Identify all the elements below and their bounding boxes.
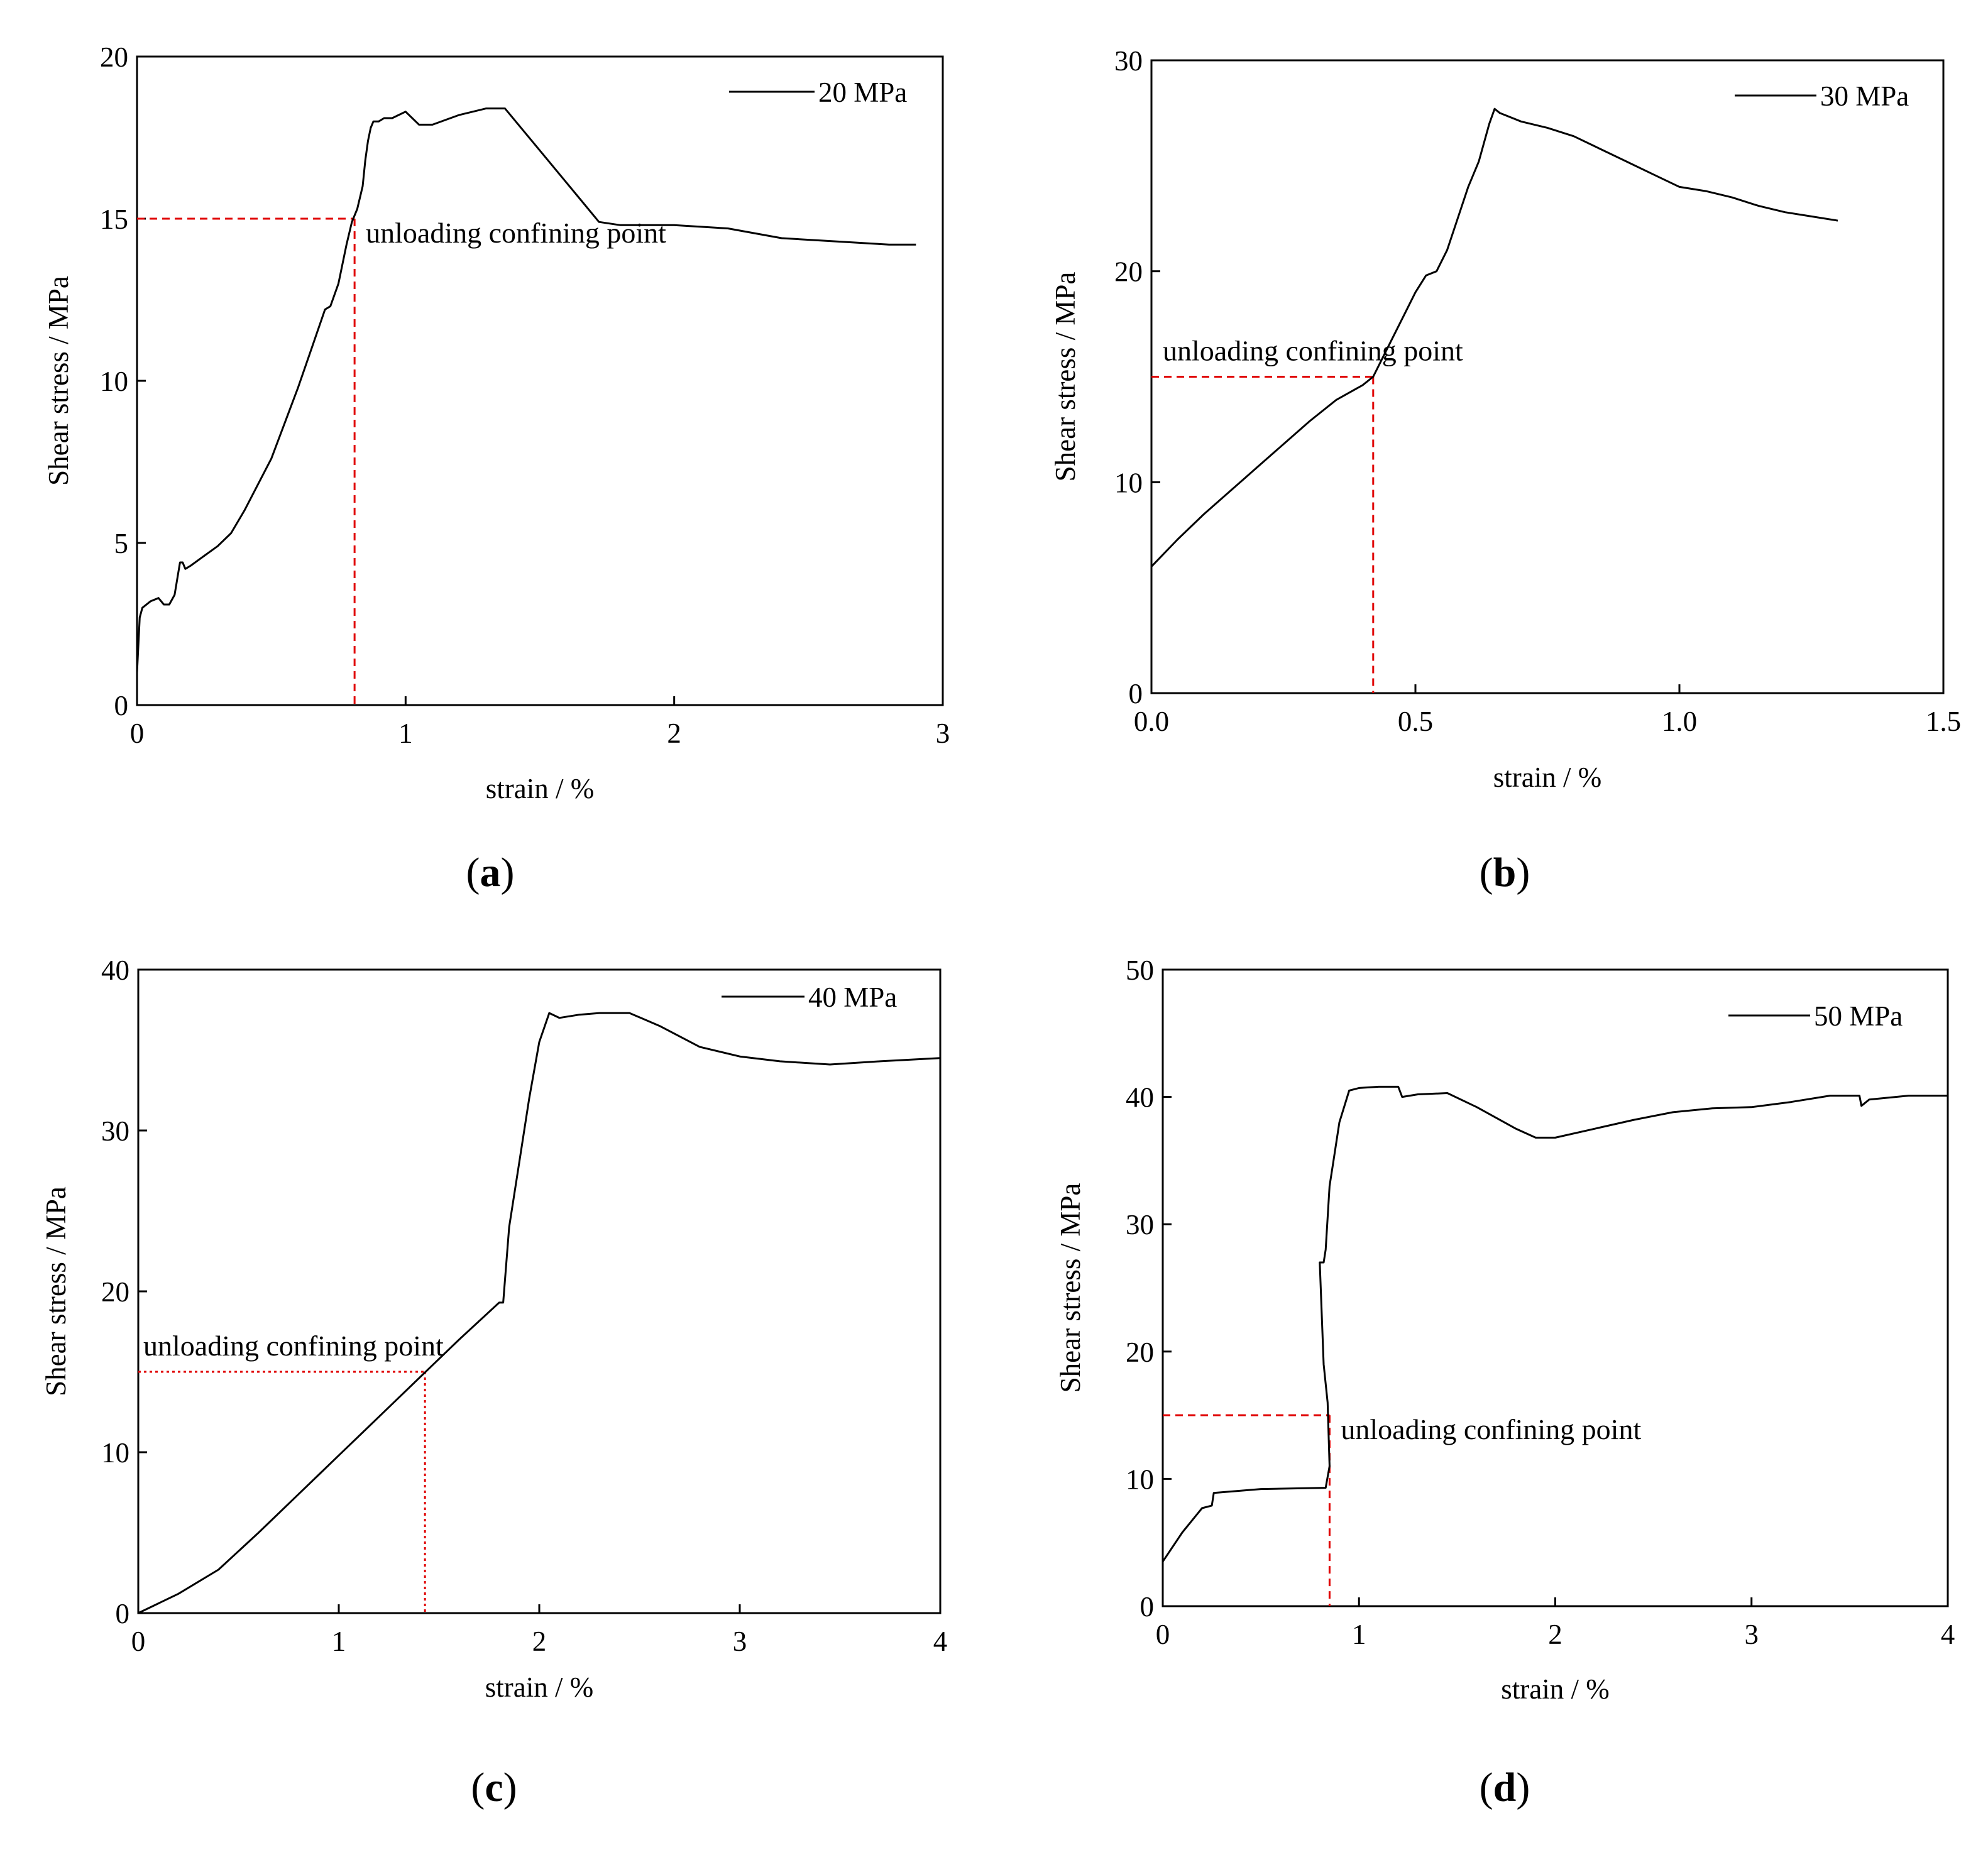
chart-b-annotation: unloading confining point: [1163, 335, 1463, 367]
chart-d-ytick-label: 50: [1126, 955, 1154, 986]
chart-d-legend-label: 50 MPa: [1814, 1000, 1903, 1032]
chart-a-series-line: [136, 107, 916, 673]
chart-a-xtick-label: 2: [667, 718, 681, 749]
chart-c-caption: (c): [471, 1765, 517, 1810]
chart-c-ytick-label: 20: [101, 1276, 129, 1308]
chart-b-xtick-label: 0.5: [1398, 706, 1433, 737]
chart-c-ylabel: Shear stress / MPa: [40, 1186, 72, 1396]
chart-d-caption: (d): [1480, 1765, 1530, 1810]
chart-c-xtick-label: 2: [532, 1626, 547, 1657]
chart-a-plot-frame: [136, 55, 944, 706]
chart-d-ytick-label: 10: [1126, 1464, 1154, 1495]
chart-d-xtick-label: 2: [1548, 1619, 1562, 1650]
chart-b-series-line: [1150, 107, 1838, 567]
chart-a-ytick-label: 0: [114, 690, 129, 721]
chart-a-legend-label: 20 MPa: [818, 77, 907, 108]
chart-c-ytick-label: 0: [116, 1598, 130, 1629]
chart-b: 0.0 0.5 1.0 1.5 0 10 20 30 strain / % Shear stres…: [1050, 45, 1961, 895]
chart-c-xtick-label: 4: [933, 1626, 948, 1657]
chart-a-ytick-label: 20: [100, 41, 128, 73]
chart-a-annotation: unloading confining point: [366, 217, 666, 249]
chart-b-ytick-label: 30: [1114, 45, 1143, 77]
chart-b-xtick-label: 1.0: [1662, 706, 1697, 737]
chart-a-xtick-label: 0: [130, 718, 145, 749]
chart-b-xtick-label: 1.5: [1926, 706, 1961, 737]
chart-b-xlabel: strain / %: [1493, 762, 1601, 793]
chart-d-ytick-label: 20: [1126, 1337, 1154, 1368]
chart-d-ylabel: Shear stress / MPa: [1055, 1183, 1086, 1393]
chart-b-caption: (b): [1480, 850, 1530, 895]
chart-b-ytick-label: 10: [1114, 467, 1143, 498]
chart-d-xtick-label: 1: [1352, 1619, 1366, 1650]
chart-d-ytick-label: 30: [1126, 1209, 1154, 1240]
chart-b-ytick-label: 20: [1114, 256, 1143, 288]
chart-b-ylabel: Shear stress / MPa: [1050, 272, 1081, 482]
chart-c-xtick-label: 1: [332, 1626, 346, 1657]
chart-d-xlabel: strain / %: [1501, 1673, 1609, 1705]
chart-d-ytick-label: 0: [1140, 1591, 1155, 1623]
chart-a-xtick-label: 1: [398, 718, 413, 749]
chart-a-xlabel: strain / %: [486, 773, 594, 804]
chart-c-xtick-label: 0: [131, 1626, 146, 1657]
chart-c-plot-frame: [137, 968, 942, 1614]
chart-c-series-line: [138, 1012, 941, 1614]
chart-d-plot-frame: [1161, 968, 1949, 1607]
chart-c-ytick-label: 10: [101, 1437, 129, 1469]
chart-a-ytick-label: 5: [114, 528, 129, 559]
chart-c-ytick-label: 30: [101, 1115, 129, 1147]
chart-d-xtick-label: 0: [1156, 1619, 1170, 1650]
chart-b-xtick-label: 0.0: [1134, 706, 1169, 737]
chart-a-ylabel: Shear stress / MPa: [43, 276, 74, 486]
chart-a-ytick-label: 10: [100, 366, 128, 397]
chart-a-caption: (a): [466, 850, 515, 895]
chart-d-ytick-label: 40: [1126, 1082, 1154, 1114]
chart-c-annotation: unloading confining point: [143, 1330, 444, 1362]
chart-a: 0 1 2 3 0 5 10 15 20 strain / % Shear stress / MPa…: [43, 41, 950, 895]
chart-b-ytick-label: 0: [1129, 678, 1143, 709]
chart-a-ytick-label: 15: [100, 204, 128, 235]
chart-d-xtick-label: 3: [1745, 1619, 1759, 1650]
chart-d-annotation: unloading confining point: [1341, 1413, 1641, 1445]
chart-c-xlabel: strain / %: [485, 1672, 593, 1703]
chart-c-xtick-label: 3: [733, 1626, 747, 1657]
chart-c-ytick-label: 40: [101, 955, 129, 986]
chart-d-xtick-label: 4: [1941, 1619, 1955, 1650]
chart-b-legend-label: 30 MPa: [1820, 80, 1909, 112]
chart-c-legend-label: 40 MPa: [808, 982, 897, 1013]
chart-a-xtick-label: 3: [936, 718, 950, 749]
chart-d-series-line: [1161, 1085, 1948, 1562]
